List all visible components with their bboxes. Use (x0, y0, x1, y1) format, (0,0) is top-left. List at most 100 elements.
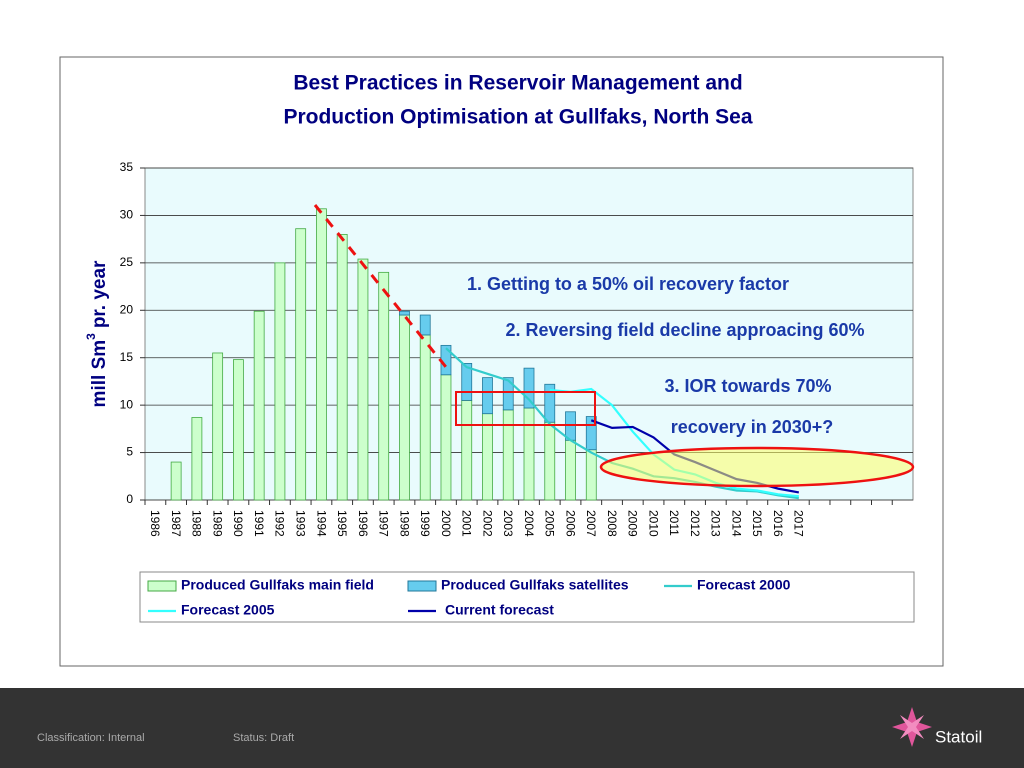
x-tick-label: 2016 (771, 510, 785, 537)
bar (502, 377, 514, 411)
bar (544, 383, 556, 423)
annotations: 1. Getting to a 50% oil recovery factor 2… (467, 274, 865, 437)
bar (399, 314, 410, 501)
x-tick-label: 2010 (646, 510, 660, 537)
x-tick-label: 2012 (688, 510, 702, 537)
x-tick-label: 2001 (460, 510, 474, 537)
bar (233, 359, 244, 501)
y-tick-label: 35 (120, 160, 134, 174)
y-tick-label: 0 (126, 492, 133, 506)
legend (139, 571, 915, 623)
bar (295, 228, 307, 501)
y-tick-label: 20 (120, 302, 134, 316)
bar (419, 334, 431, 501)
x-tick-label: 1997 (377, 510, 391, 537)
annotation: recovery in 2030+? (671, 417, 834, 437)
bar (544, 421, 556, 501)
legend-label: Forecast 2005 (181, 602, 275, 618)
bar (316, 208, 327, 501)
y-tick-label: 25 (120, 255, 134, 269)
bar (191, 417, 203, 501)
annotation: 2. Reversing field decline approacing 60… (505, 320, 864, 340)
legend-items: Produced Gullfaks main field Produced Gul… (147, 577, 791, 618)
bar (419, 314, 431, 336)
x-tick-label: 2008 (605, 510, 619, 537)
bar (523, 367, 535, 409)
x-tick-label: 1992 (273, 510, 287, 537)
x-tick-label: 1989 (210, 510, 224, 537)
x-tick-label: 2006 (563, 510, 577, 537)
footer (0, 688, 1024, 768)
x-tick-label: 2015 (750, 510, 764, 537)
bar (440, 344, 452, 376)
bar (440, 374, 452, 501)
x-tick-label: 2003 (501, 510, 515, 537)
bar (482, 377, 493, 415)
x-tick-label: 2014 (729, 510, 743, 537)
annotation: 1. Getting to a 50% oil recovery factor (467, 274, 789, 294)
logo-text: Statoil (935, 727, 982, 746)
y-tick-label: 30 (120, 208, 134, 222)
x-tick-label: 1986 (148, 510, 162, 537)
x-tick-label: 2005 (543, 510, 557, 537)
legend-swatch (407, 580, 437, 592)
bar (378, 271, 390, 501)
status: Status: Draft (233, 732, 294, 744)
legend-label: Produced Gullfaks main field (181, 577, 374, 593)
x-tick-label: 2002 (480, 510, 494, 537)
bar (585, 449, 597, 501)
y-tick-label: 15 (120, 350, 134, 364)
bar (253, 310, 265, 501)
x-tick-label: 2007 (584, 510, 598, 537)
x-tick-label: 1995 (335, 510, 349, 537)
highlight-ellipse (599, 446, 915, 488)
classification: Classification: Internal (37, 732, 145, 744)
x-tick-label: 1996 (356, 510, 370, 537)
x-tick-label: 2004 (522, 510, 536, 537)
y-label-part: mill Sm (89, 340, 110, 408)
x-tick-label: 2000 (439, 510, 453, 537)
x-tick-label: 1994 (314, 510, 328, 537)
annotation: 3. IOR towards 70% (664, 376, 831, 396)
bar (212, 352, 224, 501)
y-label-sup: 3 (84, 333, 98, 340)
y-axis-label: mill Sm3 pr. year (84, 260, 110, 407)
bar (274, 262, 286, 501)
bar (482, 413, 493, 501)
legend-label: Produced Gullfaks satellites (441, 577, 629, 593)
x-tick-label: 2017 (792, 510, 806, 537)
y-label-part: pr. year (89, 260, 110, 328)
x-tick-label: 1987 (169, 510, 183, 537)
x-tick-label: 1999 (418, 510, 432, 537)
bar (461, 399, 473, 501)
x-tick-label: 1988 (190, 510, 204, 537)
y-tick-label: 5 (126, 445, 133, 459)
bar (170, 461, 182, 501)
highlight-box (455, 391, 596, 426)
x-tick-label: 1998 (397, 510, 411, 537)
plot: 0 5 10 15 20 25 30 35 1986 1987 1988 1989 1990 1991 19… (120, 160, 913, 537)
x-tick-label: 1991 (252, 510, 266, 537)
logo-star (900, 715, 924, 739)
bar (502, 409, 514, 501)
x-tick-label: 2013 (709, 510, 723, 537)
bar (565, 439, 576, 501)
bar (585, 416, 597, 451)
bar (461, 363, 473, 401)
logo-icon (892, 707, 932, 747)
y-tick-label: 10 (120, 397, 134, 411)
bar (399, 310, 410, 316)
legend-label: Forecast 2000 (697, 577, 791, 593)
x-tick-label: 2011 (667, 510, 681, 536)
bar (336, 233, 348, 501)
x-tick-label: 1990 (231, 510, 245, 537)
chart-title: Production Optimisation at Gullfaks, Nor… (283, 106, 752, 129)
legend-swatch (147, 580, 177, 592)
x-tick-label: 1993 (294, 510, 308, 537)
chart-title: Best Practices in Reservoir Management a… (293, 72, 742, 95)
legend-label: Current forecast (445, 602, 554, 618)
x-tick-label: 2009 (626, 510, 640, 537)
bar (523, 407, 535, 501)
